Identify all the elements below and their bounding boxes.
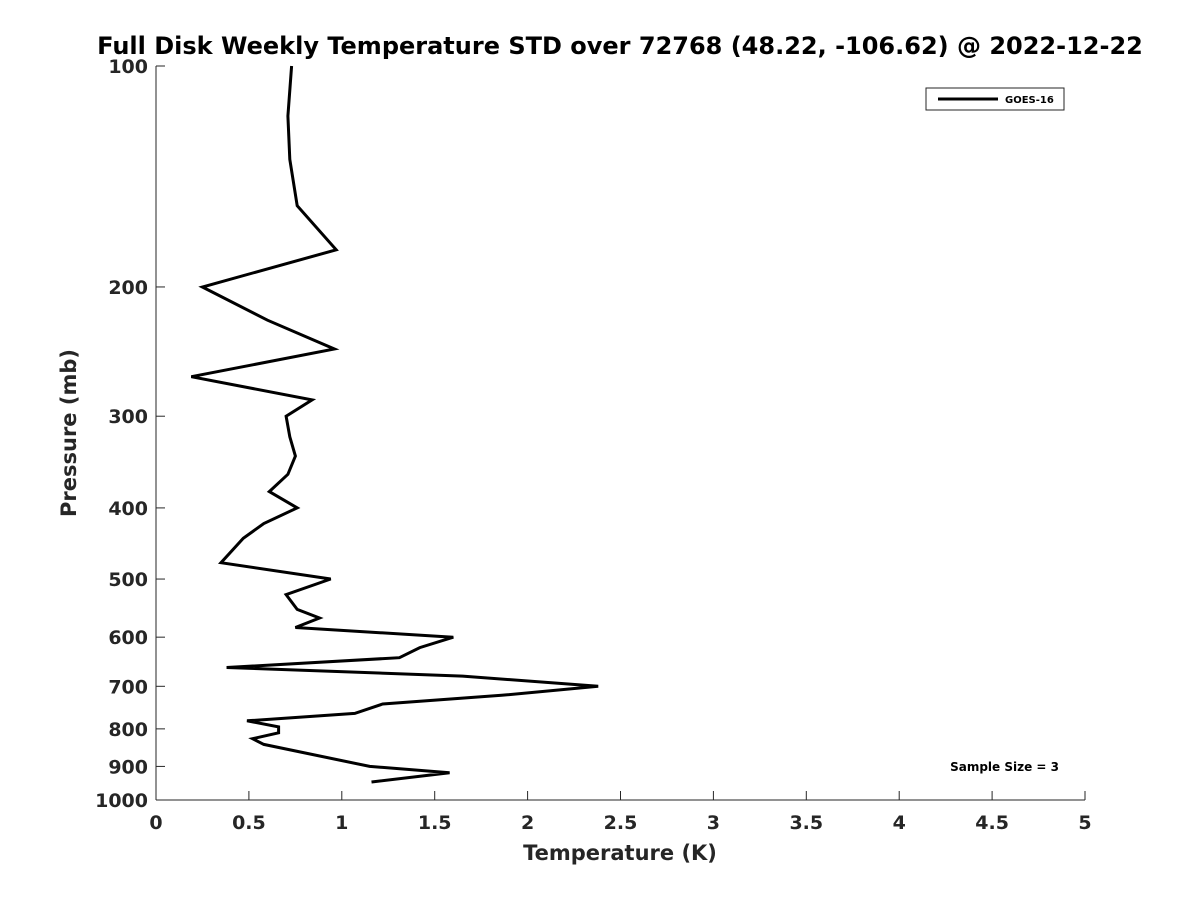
chart-title: Full Disk Weekly Temperature STD over 72… <box>97 32 1143 60</box>
y-tick-label: 1000 <box>95 790 148 812</box>
y-tick-label: 600 <box>108 627 148 649</box>
x-tick-label: 4.5 <box>975 812 1009 834</box>
y-axis-label: Pressure (mb) <box>57 349 81 517</box>
sample-size-annotation: Sample Size = 3 <box>950 760 1059 774</box>
x-tick-label: 1.5 <box>418 812 452 834</box>
y-tick-label: 200 <box>108 277 148 299</box>
y-tick-label: 900 <box>108 756 148 778</box>
x-tick-label: 3.5 <box>789 812 823 834</box>
x-tick-label: 1 <box>335 812 348 834</box>
axes <box>155 66 1085 801</box>
x-tick-label: 2 <box>521 812 534 834</box>
y-tick-label: 400 <box>108 498 148 520</box>
x-tick-label: 4 <box>893 812 906 834</box>
x-tick-label: 5 <box>1078 812 1091 834</box>
y-tick-label: 500 <box>108 569 148 591</box>
x-ticks: 0 0.5 1 1.5 2 2.5 3 3.5 4 4.5 5 <box>149 791 1092 834</box>
x-tick-label: 3 <box>707 812 720 834</box>
y-tick-label: 100 <box>108 56 148 78</box>
legend-label-goes-16: GOES-16 <box>1005 95 1054 106</box>
x-tick-label: 0 <box>149 812 162 834</box>
x-axis-label: Temperature (K) <box>523 841 717 865</box>
y-tick-label: 700 <box>108 676 148 698</box>
series-line-goes-16 <box>191 65 599 784</box>
x-tick-label: 0.5 <box>232 812 266 834</box>
x-tick-label: 2.5 <box>604 812 638 834</box>
y-tick-label: 300 <box>108 406 148 428</box>
y-tick-label: 800 <box>108 719 148 741</box>
series-layer <box>191 65 599 784</box>
legend: GOES-16 <box>925 87 1065 111</box>
y-ticks: 100 200 300 400 500 600 700 800 900 1000 <box>95 56 165 812</box>
